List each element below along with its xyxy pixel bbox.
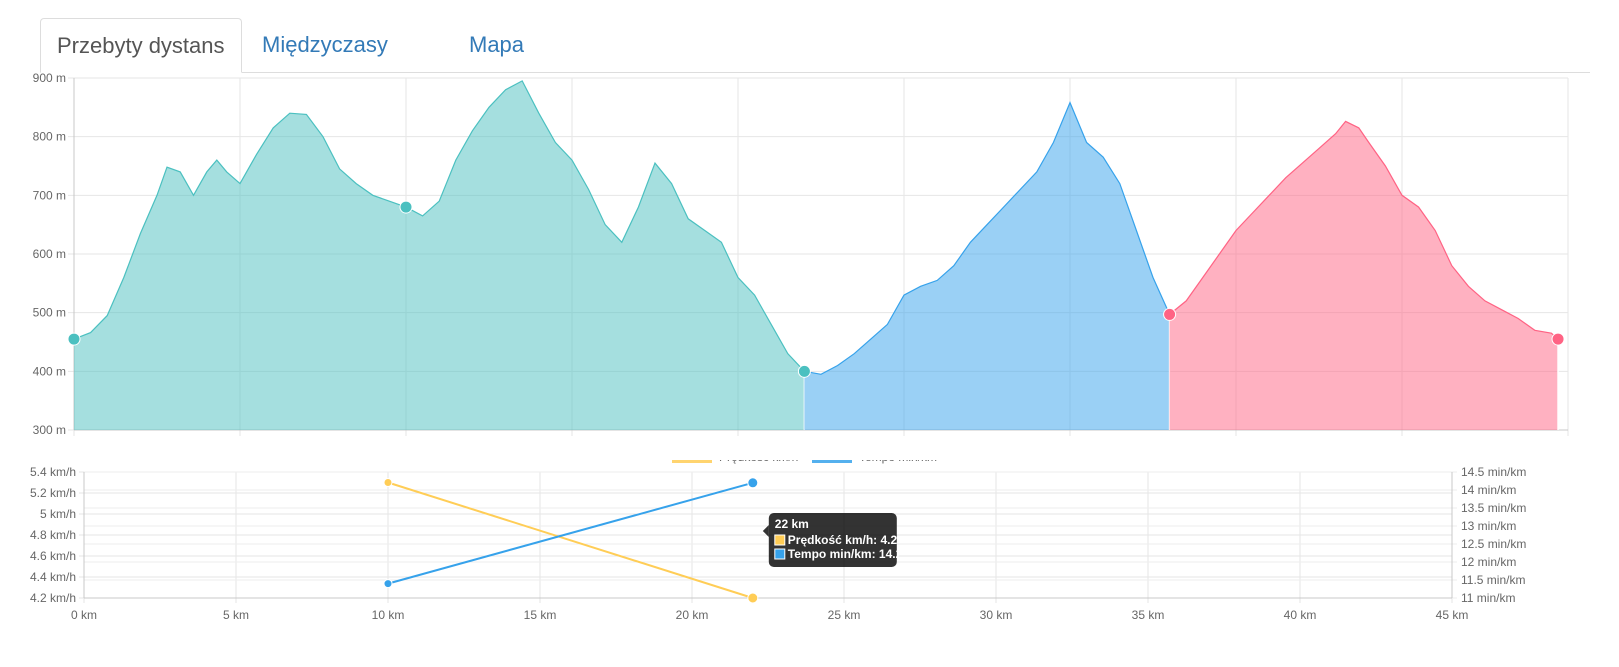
x-tick-label: 5 km — [223, 608, 249, 622]
y-left-tick-label: 4.4 km/h — [30, 570, 76, 584]
legend-label: Prędkość km/h — [719, 460, 798, 464]
tooltip-line: Tempo min/km: 14.2 — [788, 547, 903, 561]
legend-label: Tempo min/km — [859, 460, 937, 464]
y-right-tick-label: 11.5 min/km — [1461, 573, 1525, 587]
data-point-tempo — [383, 579, 393, 589]
y-left-tick-label: 5 km/h — [40, 507, 76, 521]
x-tick-label: 10 km — [372, 608, 405, 622]
y-left-tick-label: 4.2 km/h — [30, 591, 76, 605]
y-tick-label: 400 m — [33, 364, 66, 378]
y-left-tick-label: 4.6 km/h — [30, 549, 76, 563]
tab-bar: Przebyty dystans Międzyczasy Mapa — [40, 18, 1590, 73]
tab-mapa[interactable]: Mapa — [469, 32, 525, 57]
x-tick-label: 30 km — [980, 608, 1013, 622]
legend-swatch — [812, 460, 852, 463]
tab-przebyty-dystans[interactable]: Przebyty dystans — [40, 18, 242, 73]
y-left-tick-label: 5.4 km/h — [30, 465, 76, 479]
y-tick-label: 900 m — [33, 72, 66, 85]
x-tick-label: 40 km — [1284, 608, 1317, 622]
elevation-area-segment-2 — [804, 102, 1170, 430]
y-tick-label: 600 m — [33, 247, 66, 261]
x-tick-label: 35 km — [1132, 608, 1165, 622]
y-tick-label: 800 m — [33, 130, 66, 144]
y-right-tick-label: 12.5 min/km — [1461, 537, 1526, 551]
tooltip-swatch — [774, 548, 786, 560]
tooltip-caret — [762, 525, 769, 537]
series-line-speed — [387, 481, 754, 599]
data-point-speed — [383, 478, 393, 487]
tooltip-title: 22 km — [775, 517, 809, 531]
tooltip-swatch — [774, 534, 786, 546]
tab-miedzyczasy[interactable]: Międzyczasy — [262, 32, 388, 57]
y-tick-label: 700 m — [33, 188, 66, 202]
x-tick-label: 15 km — [556, 441, 589, 442]
x-tick-label: 35 km — [1220, 441, 1253, 442]
x-tick-label: 45 km — [1436, 608, 1469, 622]
tooltip-box — [768, 513, 897, 567]
split-marker-1 — [67, 332, 81, 346]
x-tick-label: 0 km — [61, 441, 87, 442]
split-marker-3 — [1551, 332, 1565, 346]
split-marker-1 — [399, 200, 413, 214]
legend: Prędkość km/h Tempo min/km — [672, 460, 937, 464]
legend-item: Prędkość km/h — [672, 460, 798, 464]
x-tick-label: 5 km — [227, 441, 253, 442]
y-right-tick-label: 14.5 min/km — [1461, 465, 1526, 479]
x-tick-label: 30 km — [1054, 441, 1087, 442]
y-right-tick-label: 11 min/km — [1461, 591, 1515, 605]
x-tick-label: 0 km — [71, 608, 97, 622]
series-line-tempo — [387, 481, 754, 585]
x-tick-label: 45 km — [1552, 441, 1585, 442]
y-left-tick-label: 4.8 km/h — [30, 528, 76, 542]
y-right-tick-label: 14 min/km — [1461, 483, 1516, 497]
y-tick-label: 500 m — [33, 306, 66, 320]
elevation-line-segment-3 — [1169, 120, 1559, 340]
data-point-tempo — [747, 477, 759, 489]
y-left-tick-label: 5.2 km/h — [30, 486, 76, 500]
x-tick-label: 20 km — [722, 441, 755, 442]
y-tick-label: 300 m — [33, 423, 66, 437]
y-right-tick-label: 13 min/km — [1461, 519, 1516, 533]
x-tick-label: 10 km — [390, 441, 423, 442]
x-tick-label: 25 km — [828, 608, 861, 622]
x-tick-label: 20 km — [676, 608, 709, 622]
elevation-chart: 0 km 5 km 10 km 15 km 20 km 25 km 30 km 35 km 40… — [33, 72, 1585, 442]
speed-tempo-chart: Prędkość km/h Tempo min/km 0 km 5 km 10 km 15… — [30, 460, 1526, 622]
elevation-area-segment-3 — [1169, 121, 1558, 431]
elevation-area-segment-1 — [74, 80, 805, 431]
y-right-tick-label: 12 min/km — [1461, 555, 1516, 569]
x-tick-label: 40 km — [1386, 441, 1419, 442]
legend-item: Tempo min/km — [812, 460, 937, 464]
split-marker-1 — [797, 364, 811, 378]
elevation-line-segment-1 — [73, 80, 805, 372]
legend-swatch — [672, 460, 712, 463]
split-marker-3 — [1163, 307, 1177, 321]
x-tick-label: 15 km — [524, 608, 557, 622]
tooltip-line: Prędkość km/h: 4.2 — [788, 533, 898, 547]
elevation-line-segment-2 — [804, 101, 1171, 375]
data-point-speed — [747, 592, 759, 604]
y-right-tick-label: 13.5 min/km — [1461, 501, 1526, 515]
x-tick-label: 25 km — [888, 441, 921, 442]
